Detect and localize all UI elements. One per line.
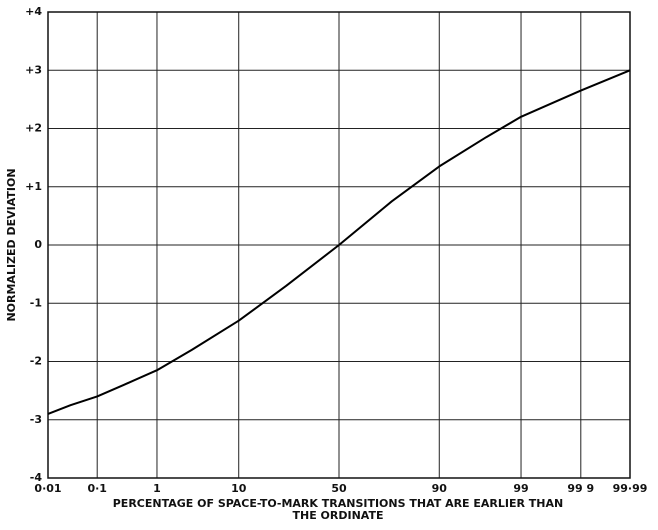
x-tick-label: 90 — [432, 482, 448, 495]
y-tick-label: +3 — [25, 63, 42, 76]
plot-frame — [47, 11, 631, 479]
y-tick-label: -2 — [30, 355, 42, 368]
x-tick-label: 50 — [331, 482, 347, 495]
x-tick-label: 99 9 — [567, 482, 594, 495]
x-axis-title: THE ORDINATE — [293, 509, 384, 522]
x-tick-label: 0·01 — [34, 482, 61, 495]
x-tick-label: 99·99 — [613, 482, 648, 495]
x-tick-label: 99 — [513, 482, 528, 495]
y-tick-label: +4 — [25, 5, 42, 18]
y-tick-label: 0 — [34, 238, 42, 251]
y-tick-label: -3 — [30, 413, 42, 426]
y-tick-label: -1 — [30, 296, 42, 309]
y-tick-label: +1 — [25, 180, 42, 193]
y-tick-label: -4 — [30, 471, 43, 484]
x-axis-title: PERCENTAGE OF SPACE-TO-MARK TRANSITIONS … — [113, 497, 563, 510]
x-tick-label: 1 — [153, 482, 161, 495]
x-tick-label: 10 — [231, 482, 247, 495]
y-axis-title: NORMALIZED DEVIATION — [5, 168, 18, 321]
curve — [47, 69, 631, 415]
y-tick-label: +2 — [25, 122, 42, 135]
x-tick-label: 0·1 — [87, 482, 107, 495]
